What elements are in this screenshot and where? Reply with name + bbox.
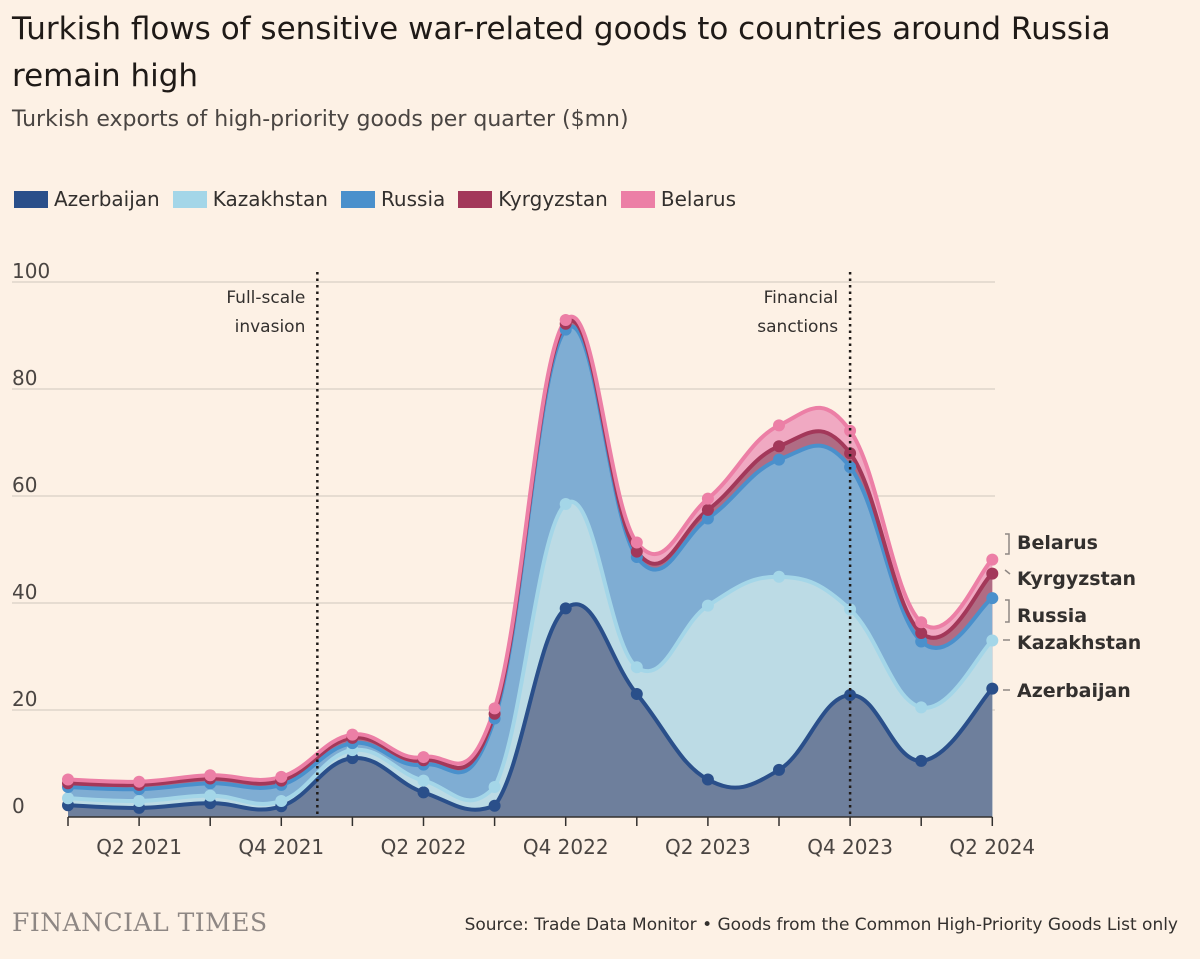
- annotation-text-1-0: Financial: [764, 288, 838, 308]
- annotations: Full-scale invasion Financial sanctions: [226, 272, 852, 817]
- legend-label-belarus: Belarus: [660, 187, 737, 211]
- point-belarus-1: [133, 775, 146, 788]
- point-azerbaijan-9: [701, 773, 714, 786]
- y-tick-label-80: 80: [12, 366, 37, 390]
- point-kazakhstan-1: [133, 794, 146, 807]
- end-label-kazakhstan: Kazakhstan: [1017, 632, 1141, 654]
- area-kazakhstan: [68, 501, 993, 817]
- point-belarus-11: [844, 424, 857, 437]
- point-kyrgyzstan-8: [630, 545, 643, 558]
- annotation-text-1-1: sanctions: [757, 317, 838, 337]
- point-kyrgyzstan-11: [844, 447, 857, 460]
- point-belarus-2: [204, 769, 217, 782]
- x-tick-label-4: Q2 2023: [665, 835, 751, 859]
- point-russia-9: [701, 512, 714, 525]
- y-tick-label-100: 100: [12, 259, 50, 283]
- point-azerbaijan-6: [488, 799, 501, 812]
- source-note: Source: Trade Data Monitor • Goods from …: [464, 915, 1178, 935]
- point-belarus-3: [275, 770, 288, 783]
- point-kazakhstan-3: [275, 794, 288, 807]
- point-kyrgyzstan-10: [773, 440, 785, 453]
- legend-swatch-azerbaijan: [14, 190, 48, 208]
- point-belarus-0: [62, 773, 74, 786]
- point-kazakhstan-12: [915, 701, 928, 714]
- end-label-russia: Russia: [1017, 605, 1087, 627]
- x-tick-label-3: Q4 2022: [523, 835, 609, 859]
- point-belarus-9: [701, 492, 714, 505]
- end-connector-russia: [1005, 599, 1010, 623]
- point-kazakhstan-0: [62, 792, 74, 805]
- end-connector-kyrgyzstan: [1004, 569, 1011, 575]
- point-belarus-5: [417, 751, 430, 764]
- point-kyrgyzstan-12: [915, 626, 928, 639]
- point-azerbaijan-8: [630, 687, 643, 700]
- point-azerbaijan-12: [915, 754, 928, 767]
- point-kazakhstan-8: [630, 661, 643, 674]
- legend-label-russia: Russia: [380, 187, 446, 211]
- legend: Azerbaijan Kazakhstan Russia Kyrgyzstan …: [14, 187, 749, 211]
- point-azerbaijan-5: [417, 786, 430, 799]
- end-label-azerbaijan: Azerbaijan: [1017, 680, 1131, 702]
- point-belarus-8: [630, 536, 643, 549]
- legend-label-kazakhstan: Kazakhstan: [212, 187, 328, 211]
- legend-item-russia: Russia: [340, 187, 446, 211]
- x-tick-label-5: Q4 2023: [807, 835, 893, 859]
- legend-label-azerbaijan: Azerbaijan: [54, 187, 160, 211]
- legend-item-kazakhstan: Kazakhstan: [172, 187, 328, 211]
- point-kazakhstan-2: [204, 789, 217, 802]
- point-kyrgyzstan-9: [701, 503, 714, 516]
- point-kazakhstan-5: [417, 774, 430, 787]
- point-kazakhstan-9: [701, 599, 714, 612]
- legend-item-azerbaijan: Azerbaijan: [14, 187, 160, 211]
- point-belarus-6: [488, 702, 501, 715]
- area-azerbaijan: [68, 604, 993, 817]
- point-belarus-10: [773, 419, 785, 432]
- point-kazakhstan-11: [844, 603, 857, 616]
- y-tick-label-60: 60: [12, 473, 37, 497]
- legend-label-kyrgyzstan: Kyrgyzstan: [498, 187, 608, 211]
- point-belarus-7: [559, 313, 572, 326]
- x-tick-label-2: Q2 2022: [381, 835, 467, 859]
- point-kazakhstan-13: [986, 634, 999, 647]
- chart-subtitle: Turkish exports of high-priority goods p…: [12, 107, 629, 132]
- x-tick-label-1: Q4 2021: [238, 835, 324, 859]
- y-tick-label-40: 40: [12, 580, 37, 604]
- legend-swatch-russia: [340, 190, 375, 208]
- point-azerbaijan-7: [559, 602, 572, 615]
- x-tick-label-6: Q2 2024: [949, 835, 1035, 859]
- point-russia-13: [986, 592, 999, 605]
- point-kazakhstan-6: [488, 781, 501, 794]
- end-labels: Belarus Kyrgyzstan Russia Kazakhstan Azerbai…: [1003, 532, 1141, 702]
- legend-item-kyrgyzstan: Kyrgyzstan: [458, 187, 608, 211]
- point-russia-10: [773, 453, 785, 466]
- y-tick-label-20: 20: [12, 687, 37, 711]
- legend-swatch-kazakhstan: [172, 190, 207, 208]
- end-connector-belarus: [1005, 533, 1010, 555]
- annotation-text-0-0: Full-scale: [226, 288, 305, 308]
- end-label-kyrgyzstan: Kyrgyzstan: [1017, 568, 1136, 590]
- annotation-text-0-1: invasion: [235, 317, 306, 337]
- series-areas: [68, 316, 993, 817]
- point-belarus-12: [915, 616, 928, 629]
- line-kazakhstan: [67, 499, 994, 806]
- chart-title: Turkish flows of sensitive war-related g…: [12, 11, 1111, 94]
- y-tick-label-0: 0: [12, 794, 25, 818]
- point-kyrgyzstan-13: [986, 567, 999, 580]
- end-label-belarus: Belarus: [1017, 532, 1098, 554]
- legend-swatch-belarus: [620, 190, 655, 208]
- point-azerbaijan-13: [986, 682, 999, 695]
- series-points: [62, 313, 999, 814]
- legend-item-belarus: Belarus: [620, 187, 737, 211]
- point-kazakhstan-7: [559, 498, 572, 511]
- ft-logo: FINANCIAL TIMES: [12, 908, 268, 937]
- point-russia-12: [915, 635, 928, 648]
- axes: 0 20 40 60 80 100 Q2 2021 Q4 2021 Q2 2022 Q4 2022…: [12, 259, 1035, 859]
- point-belarus-13: [986, 553, 999, 566]
- point-kazakhstan-10: [773, 570, 785, 583]
- point-azerbaijan-10: [773, 763, 785, 776]
- point-belarus-4: [346, 728, 359, 741]
- legend-swatch-kyrgyzstan: [458, 190, 493, 208]
- x-tick-label-0: Q2 2021: [96, 835, 182, 859]
